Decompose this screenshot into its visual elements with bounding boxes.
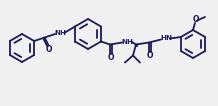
Text: O: O: [193, 15, 199, 24]
Text: NH: NH: [54, 30, 66, 36]
Text: HN: HN: [160, 36, 172, 42]
Text: O: O: [108, 52, 114, 61]
Text: O: O: [147, 50, 153, 59]
Text: NH: NH: [121, 38, 133, 45]
Text: O: O: [46, 45, 52, 54]
